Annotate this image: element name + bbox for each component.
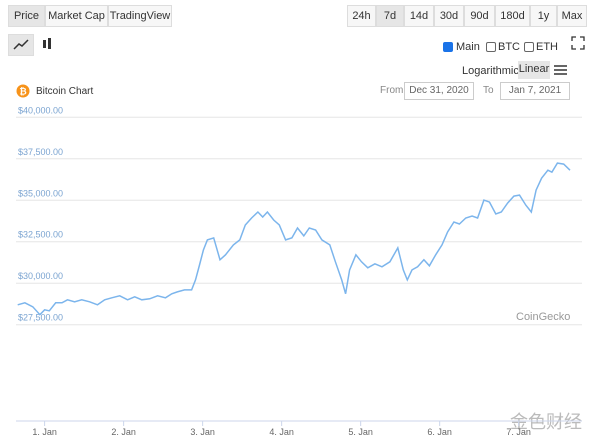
range-button[interactable]: 24h: [347, 5, 376, 27]
checkbox[interactable]: [486, 42, 496, 52]
y-tick-label: $32,500.00: [18, 230, 63, 240]
line-chart-toggle[interactable]: [8, 34, 34, 56]
y-tick-label: $37,500.00: [18, 147, 63, 157]
range-button[interactable]: 7d: [376, 5, 404, 27]
x-tick-label: 3. Jan: [190, 427, 215, 437]
scale-option[interactable]: Linear: [518, 61, 550, 79]
x-tick-label: 1. Jan: [32, 427, 57, 437]
y-tick-label: $30,000.00: [18, 271, 63, 281]
candlestick-toggle[interactable]: [36, 34, 58, 56]
candle-icon: [43, 38, 51, 49]
checkbox[interactable]: [443, 42, 453, 52]
series-toggle[interactable]: Main: [456, 41, 480, 53]
fullscreen-button[interactable]: [568, 34, 588, 56]
tab[interactable]: Market Cap: [45, 5, 108, 27]
bitcoin-icon: ₿: [16, 84, 30, 98]
x-tick-label: 2. Jan: [111, 427, 136, 437]
y-tick-label: $40,000.00: [18, 105, 63, 115]
menu-icon: [554, 65, 567, 75]
x-tick-label: 6. Jan: [427, 427, 452, 437]
line-icon: [13, 39, 29, 50]
tab[interactable]: Price: [8, 5, 45, 27]
chart-title: Bitcoin Chart: [36, 86, 94, 97]
range-button[interactable]: 180d: [495, 5, 530, 27]
y-tick-label: $35,000.00: [18, 188, 63, 198]
x-tick-label: 4. Jan: [269, 427, 294, 437]
series-toggle[interactable]: BTC: [498, 41, 520, 53]
scale-option[interactable]: Logarithmic: [462, 65, 519, 77]
tab[interactable]: TradingView: [108, 5, 172, 27]
range-button[interactable]: 30d: [434, 5, 464, 27]
range-button[interactable]: Max: [557, 5, 587, 27]
from-date[interactable]: Dec 31, 2020: [404, 82, 474, 100]
fullscreen-icon: [571, 36, 585, 50]
range-button[interactable]: 1y: [530, 5, 557, 27]
x-tick-label: 5. Jan: [348, 427, 373, 437]
range-button[interactable]: 90d: [464, 5, 495, 27]
watermark: CoinGecko: [516, 311, 571, 323]
watermark: 金色财经: [510, 412, 582, 432]
y-tick-label: $27,500.00: [18, 313, 63, 323]
series-toggle[interactable]: ETH: [536, 41, 558, 53]
menu-button[interactable]: [553, 63, 569, 82]
to-label: To: [483, 85, 494, 96]
range-button[interactable]: 14d: [404, 5, 434, 27]
checkbox[interactable]: [524, 42, 534, 52]
from-label: From: [380, 85, 404, 96]
to-date[interactable]: Jan 7, 2021: [500, 82, 570, 100]
x-tick-label: 7. Jan: [506, 427, 531, 437]
svg-text:₿: ₿: [19, 87, 26, 97]
price-line: [17, 162, 571, 316]
